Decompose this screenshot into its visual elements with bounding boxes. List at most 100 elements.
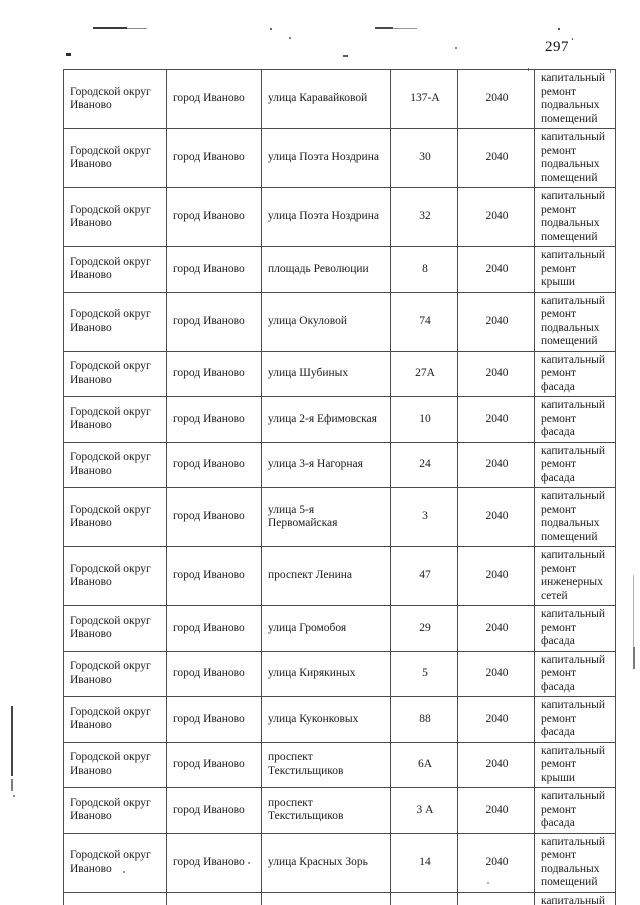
cell-house-number: 14 <box>390 832 458 893</box>
scan-artifact <box>393 28 417 29</box>
cell-street: улица Громобоя <box>261 605 391 652</box>
page-number: 297 <box>545 39 569 55</box>
cell-district: Городской округ Иваново <box>63 741 167 788</box>
cell-year: 2040 <box>457 187 535 247</box>
cell-year: 2040 <box>457 128 535 188</box>
cell-year: 2040 <box>457 350 535 397</box>
cell-district: Городской округ Иваново <box>63 246 167 293</box>
cell-work-type: капитальный ремонт подвальных помещений <box>534 487 616 547</box>
cell-district: Городской округ Иваново <box>63 787 167 834</box>
cell-work-type: капитальный ремонт фасада <box>534 650 616 697</box>
cell-city: город Иваново <box>166 787 262 834</box>
cell-work-type: капитальный ремонт фасада <box>534 787 616 834</box>
cell-house-number: 3 А <box>390 787 458 834</box>
table-row: Городской округ Иваново город Иваново площ… <box>63 246 616 293</box>
cell-street: улица 3-я Нагорная <box>261 441 391 488</box>
cell-district: Городской округ Иваново <box>63 441 167 488</box>
cell-city: город Иваново <box>166 396 262 443</box>
scan-artifact <box>633 575 634 647</box>
cell-street: улица Каравайковой <box>261 69 391 129</box>
cell-work-type: капитальный ремонт подвальных помещений <box>534 891 616 905</box>
cell-year: 2040 <box>457 787 535 834</box>
cell-year: 2040 <box>457 605 535 652</box>
scan-artifact <box>11 706 13 776</box>
cell-year: 2040 <box>457 546 535 606</box>
cell-district: Городской округ Иваново <box>63 696 167 743</box>
cell-year: 2040 <box>457 487 535 547</box>
cell-city: город Иваново <box>166 350 262 397</box>
cell-city: город Иваново <box>166 741 262 788</box>
cell-house-number: 6А <box>390 741 458 788</box>
scan-artifact <box>455 47 457 49</box>
cell-district: Городской округ Иваново <box>63 487 167 547</box>
cell-district: Городской округ Иваново <box>63 69 167 129</box>
cell-work-type: капитальный ремонт фасада <box>534 350 616 397</box>
cell-street: улица 5-я Первомайская <box>261 487 391 547</box>
scan-artifact <box>289 37 291 39</box>
cell-house-number: 30 <box>390 128 458 188</box>
cell-house-number: 5 <box>390 650 458 697</box>
scan-artifact <box>572 38 573 40</box>
scan-artifact <box>375 27 393 29</box>
table-row: Городской округ Иваново город Иваново прос… <box>63 546 616 606</box>
cell-work-type: капитальный ремонт подвальных помещений <box>534 128 616 188</box>
scan-artifact <box>558 28 560 30</box>
cell-year: 2040 <box>457 69 535 129</box>
cell-street: улица Поэта Ноздрина <box>261 187 391 247</box>
cell-street: проспект Текстильщиков <box>261 741 391 788</box>
cell-work-type: капитальный ремонт фасада <box>534 605 616 652</box>
cell-work-type: капитальный ремонт подвальных помещений <box>534 832 616 893</box>
cell-year: 2040 <box>457 891 535 905</box>
cell-year: 2040 <box>457 396 535 443</box>
cell-district: Городской округ Иваново <box>63 396 167 443</box>
cell-city: город Иваново <box>166 650 262 697</box>
cell-district: Городской округ Иваново <box>63 891 167 905</box>
cell-work-type: капитальный ремонт фасада <box>534 396 616 443</box>
cell-city: город Иваново <box>166 605 262 652</box>
cell-house-number: 88 <box>390 696 458 743</box>
cell-year: 2040 <box>457 246 535 293</box>
cell-street: улица Окуловой <box>261 291 391 352</box>
cell-street: проспект Текстильщиков <box>261 787 391 834</box>
cell-house-number: 3 <box>390 487 458 547</box>
scan-artifact <box>343 55 348 57</box>
scan-artifact <box>11 779 13 791</box>
cell-city: город Иваново <box>166 291 262 352</box>
table-row: Городской округ Иваново город Иваново прос… <box>63 787 616 834</box>
cell-year: 2040 <box>457 741 535 788</box>
cell-street: улица Красных Зорь <box>261 832 391 893</box>
scan-artifact <box>13 795 15 797</box>
cell-city: город Иваново <box>166 441 262 488</box>
cell-work-type: капитальный ремонт подвальных помещений <box>534 291 616 352</box>
cell-city: город Иваново <box>166 128 262 188</box>
cell-house-number: 8 <box>390 246 458 293</box>
cell-street: проспект Ленина <box>261 546 391 606</box>
cell-city: город Иваново <box>166 546 262 606</box>
cell-house-number: 47 <box>390 546 458 606</box>
cell-city: город Иваново <box>166 696 262 743</box>
cell-district: Городской округ Иваново <box>63 291 167 352</box>
cell-house-number: 74 <box>390 291 458 352</box>
cell-street: улица Парижской Коммуны <box>261 891 391 905</box>
cell-work-type: капитальный ремонт подвальных помещений <box>534 69 616 129</box>
capital-repairs-table: Городской округ Иваново город Иваново улиц… <box>63 69 616 905</box>
cell-house-number: 32 <box>390 187 458 247</box>
cell-city: город Иваново <box>166 246 262 293</box>
cell-street: площадь Революции <box>261 246 391 293</box>
cell-work-type: капитальный ремонт крыши <box>534 246 616 293</box>
scan-artifact <box>93 27 127 29</box>
cell-house-number: 29 <box>390 605 458 652</box>
cell-district: Городской округ Иваново <box>63 350 167 397</box>
cell-house-number: 137-А <box>390 69 458 129</box>
cell-city: город Иваново <box>166 832 262 893</box>
cell-district: Городской округ Иваново <box>63 546 167 606</box>
cell-year: 2040 <box>457 696 535 743</box>
cell-work-type: капитальный ремонт фасада <box>534 696 616 743</box>
